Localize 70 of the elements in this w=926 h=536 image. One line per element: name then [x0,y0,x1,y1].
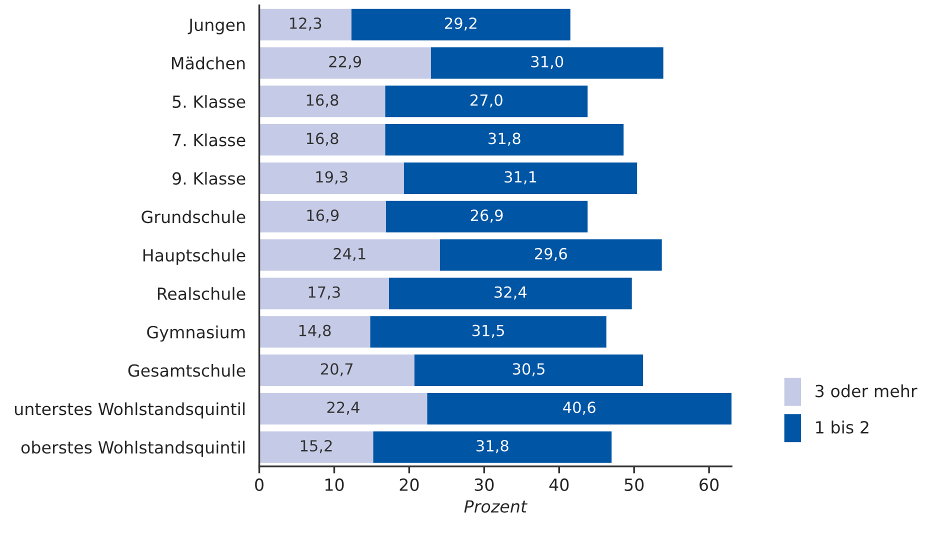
y-tick-label: 5. Klasse [172,95,246,108]
bar [427,392,732,424]
data-label: 29,2 [445,17,476,31]
bar [259,8,352,40]
bar [259,47,431,79]
y-tick-label: Hauptschule [143,248,246,265]
legend-label: 1 bis 2 [816,420,868,434]
bar [386,200,588,232]
bar [414,354,644,386]
bar [259,124,386,156]
data-label: 17,3 [308,286,340,300]
data-label: 29,6 [534,248,567,262]
bar [385,86,588,118]
data-label: 22,4 [327,402,360,415]
bar [430,47,664,79]
y-tick-label: 9. Klasse [172,172,246,185]
bar [259,239,440,271]
x-tick-label: 60 [700,478,719,492]
data-label: 16,8 [306,132,338,146]
bar [259,200,386,232]
data-label: 16,9 [307,210,339,223]
data-label: 31,1 [504,171,536,184]
y-tick-label: Jungen [188,18,245,34]
bar [370,316,606,348]
bar [259,162,404,194]
x-tick-label: 40 [549,478,569,492]
data-label: 32,4 [494,286,527,300]
y-tick-label: Grundschule [142,210,246,224]
data-label: 26,9 [470,210,503,223]
data-label: 14,8 [299,324,331,338]
bar [404,162,638,194]
y-tick-label: Mädchen [172,56,245,70]
data-label: 16,8 [306,94,338,108]
x-tick-label: 10 [325,478,344,492]
y-tick-label: 7. Klasse [172,133,246,146]
data-label: 20,7 [320,363,353,376]
y-tick-label: Gymnasium [147,326,245,342]
bar [385,124,624,156]
data-label: 22,9 [329,56,362,69]
x-tick-label: 20 [400,478,419,492]
bar [259,316,370,348]
data-label: 15,2 [300,440,332,454]
data-label: 12,3 [290,17,322,31]
x-axis-title: Prozent [464,500,528,513]
bar [351,8,570,40]
y-tick-label: oberstes Wohlstandsquintil [21,440,245,457]
x-tick-label: 0 [255,478,264,492]
bar [440,239,662,271]
bar [259,278,389,310]
bar [259,392,428,424]
y-tick-label: unterstes Wohlstandsquintil [15,402,245,418]
data-label: 31,0 [531,56,564,69]
y-tick-label: Realschule [158,287,246,300]
bar [388,278,632,310]
data-label: 30,5 [512,363,544,376]
data-label: 27,0 [470,94,502,108]
data-label: 40,6 [563,402,596,415]
legend-label: 3 oder mehr [816,384,918,398]
data-label: 31,8 [476,440,508,454]
data-label: 31,5 [472,324,504,338]
data-label: 31,8 [488,132,520,146]
y-tick-label: Gesamtschule [128,364,246,377]
data-label: 19,3 [316,171,348,184]
data-label: 24,1 [334,248,366,262]
bar [259,431,374,463]
bar [259,354,414,386]
bar [373,431,612,463]
x-tick-label: 50 [624,478,644,492]
x-tick-label: 30 [474,478,494,492]
bar [259,86,386,118]
